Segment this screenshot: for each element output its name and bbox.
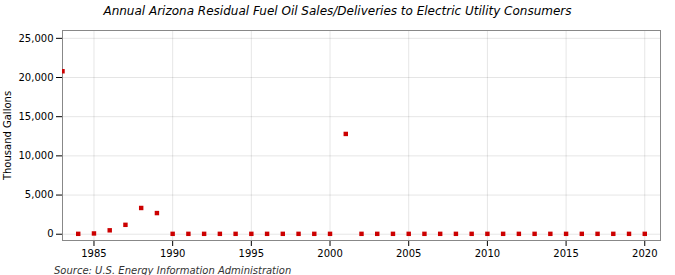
- svg-text:2015: 2015: [553, 248, 578, 259]
- svg-text:1990: 1990: [160, 248, 185, 259]
- svg-text:1985: 1985: [81, 248, 106, 259]
- svg-text:2000: 2000: [317, 248, 342, 259]
- svg-text:15,000: 15,000: [19, 111, 54, 122]
- svg-text:5,000: 5,000: [25, 189, 54, 200]
- html-text:Source: U.S. Energy Informatio: Source: U.S. Energy Information Administ…: [54, 265, 292, 275]
- svg-text:2020: 2020: [632, 248, 657, 259]
- svg-text:2010: 2010: [475, 248, 500, 259]
- svg-text:0: 0: [47, 228, 53, 239]
- svg-text:Thousand Gallons: Thousand Gallons: [2, 91, 13, 181]
- svg-text:10,000: 10,000: [19, 150, 54, 161]
- svg-text:25,000: 25,000: [19, 33, 54, 44]
- svg-text:20,000: 20,000: [19, 72, 54, 83]
- html-text:Annual Arizona Residual Fuel O: Annual Arizona Residual Fuel Oil Sales/D…: [103, 4, 572, 18]
- svg-text:2005: 2005: [396, 248, 421, 259]
- svg-text:1995: 1995: [239, 248, 264, 259]
